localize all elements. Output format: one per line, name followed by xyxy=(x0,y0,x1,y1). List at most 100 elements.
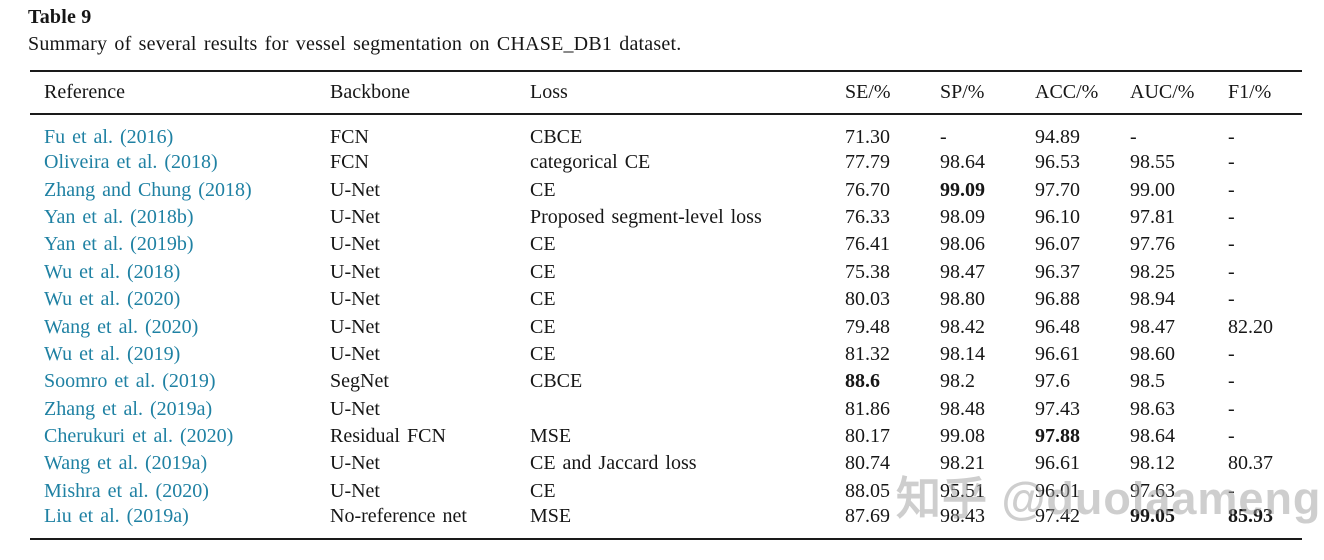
cell-loss: CE xyxy=(530,288,556,311)
cell-f1: - xyxy=(1228,479,1235,502)
reference-link[interactable]: Fu et al. (2016) xyxy=(44,126,174,148)
table-row: Wu et al. (2018) U-Net CE 75.38 98.47 96.37 98… xyxy=(30,259,1302,286)
cell-loss: MSE xyxy=(530,425,572,448)
cell-se: 80.17 xyxy=(845,425,890,448)
cell-auc: 98.55 xyxy=(1130,151,1175,174)
cell-se: 80.74 xyxy=(845,452,890,475)
cell-auc: 98.64 xyxy=(1130,425,1175,448)
reference-link[interactable]: Wang et al. (2019a) xyxy=(44,452,208,475)
cell-sp: 98.48 xyxy=(940,397,985,420)
cell-acc: 96.53 xyxy=(1035,151,1080,174)
cell-loss: CE and Jaccard loss xyxy=(530,452,697,475)
cell-f1: - xyxy=(1228,370,1235,393)
table-row: Fu et al. (2016) FCN CBCE 71.30 - 94.89 - - xyxy=(30,114,1302,149)
cell-loss: CE xyxy=(530,342,556,365)
cell-acc: 96.01 xyxy=(1035,479,1080,502)
cell-sp: 98.21 xyxy=(940,452,985,475)
table-row: Wang et al. (2020) U-Net CE 79.48 98.42 96.48… xyxy=(30,313,1302,340)
reference-link[interactable]: Liu et al. (2019a) xyxy=(44,505,189,528)
cell-acc: 96.48 xyxy=(1035,315,1080,338)
reference-link[interactable]: Yan et al. (2019b) xyxy=(44,233,194,256)
cell-auc: 97.81 xyxy=(1130,205,1175,228)
cell-acc: 96.61 xyxy=(1035,452,1080,475)
column-header-auc: AUC/% xyxy=(1130,71,1228,115)
cell-acc: 97.88 xyxy=(1035,425,1080,448)
cell-f1: - xyxy=(1228,126,1235,148)
cell-f1: - xyxy=(1228,342,1235,365)
column-header-acc: ACC/% xyxy=(1035,71,1130,115)
cell-f1: 80.37 xyxy=(1228,452,1273,475)
cell-auc: 98.25 xyxy=(1130,260,1175,283)
cell-auc: - xyxy=(1130,126,1137,148)
reference-link[interactable]: Wu et al. (2020) xyxy=(44,288,181,311)
cell-sp: - xyxy=(940,126,947,148)
cell-loss: CE xyxy=(530,479,556,502)
reference-link[interactable]: Zhang et al. (2019a) xyxy=(44,397,213,420)
cell-auc: 99.05 xyxy=(1130,505,1175,528)
cell-backbone: U-Net xyxy=(330,452,380,475)
cell-acc: 96.88 xyxy=(1035,288,1080,311)
cell-backbone: U-Net xyxy=(330,288,380,311)
table-row: Wang et al. (2019a) U-Net CE and Jaccard l… xyxy=(30,450,1302,477)
cell-f1: - xyxy=(1228,178,1235,201)
cell-auc: 98.60 xyxy=(1130,342,1175,365)
cell-se: 81.32 xyxy=(845,342,890,365)
cell-backbone: U-Net xyxy=(330,479,380,502)
cell-acc: 97.42 xyxy=(1035,505,1080,528)
table-row: Cherukuri et al. (2020) Residual FCN MSE 80… xyxy=(30,423,1302,450)
cell-f1: - xyxy=(1228,425,1235,448)
cell-backbone: U-Net xyxy=(330,233,380,256)
cell-auc: 98.47 xyxy=(1130,315,1175,338)
cell-f1: - xyxy=(1228,205,1235,228)
reference-link[interactable]: Wang et al. (2020) xyxy=(44,315,199,338)
cell-se: 81.86 xyxy=(845,397,890,420)
reference-link[interactable]: Yan et al. (2018b) xyxy=(44,205,194,228)
reference-link[interactable]: Wu et al. (2019) xyxy=(44,342,181,365)
header-row: Reference Backbone Loss SE/% SP/% ACC/% AUC/% F… xyxy=(30,71,1302,115)
cell-loss: CE xyxy=(530,178,556,201)
table-row: Yan et al. (2019b) U-Net CE 76.41 98.06 96.07… xyxy=(30,231,1302,258)
cell-loss: CBCE xyxy=(530,126,583,148)
table-row: Mishra et al. (2020) U-Net CE 88.05 95.51 96.… xyxy=(30,478,1302,505)
cell-auc: 98.63 xyxy=(1130,397,1175,420)
reference-link[interactable]: Cherukuri et al. (2020) xyxy=(44,425,234,448)
cell-f1: - xyxy=(1228,288,1235,311)
column-header-se: SE/% xyxy=(845,71,940,115)
reference-link[interactable]: Zhang and Chung (2018) xyxy=(44,178,252,201)
table-row: Wu et al. (2019) U-Net CE 81.32 98.14 96.61 98… xyxy=(30,341,1302,368)
reference-link[interactable]: Wu et al. (2018) xyxy=(44,260,181,283)
cell-backbone: U-Net xyxy=(330,315,380,338)
cell-f1: - xyxy=(1228,260,1235,283)
cell-f1: 85.93 xyxy=(1228,505,1273,528)
cell-se: 75.38 xyxy=(845,260,890,283)
cell-acc: 96.61 xyxy=(1035,342,1080,365)
cell-backbone: U-Net xyxy=(330,260,380,283)
cell-backbone: U-Net xyxy=(330,178,380,201)
cell-f1: 82.20 xyxy=(1228,315,1273,338)
cell-se: 88.6 xyxy=(845,370,880,393)
cell-se: 77.79 xyxy=(845,151,890,174)
table-row: Zhang et al. (2019a) U-Net 81.86 98.48 97.43… xyxy=(30,396,1302,423)
cell-se: 71.30 xyxy=(845,126,890,148)
cell-se: 76.70 xyxy=(845,178,890,201)
cell-sp: 98.09 xyxy=(940,205,985,228)
table-row: Yan et al. (2018b) U-Net Proposed segment-… xyxy=(30,204,1302,231)
cell-f1: - xyxy=(1228,233,1235,256)
table-caption: Summary of several results for vessel se… xyxy=(28,33,682,55)
cell-sp: 95.51 xyxy=(940,479,985,502)
reference-link[interactable]: Oliveira et al. (2018) xyxy=(44,151,218,174)
column-header-sp: SP/% xyxy=(940,71,1035,115)
cell-sp: 98.80 xyxy=(940,288,985,311)
cell-f1: - xyxy=(1228,397,1235,420)
cell-sp: 99.08 xyxy=(940,425,985,448)
table-header: Reference Backbone Loss SE/% SP/% ACC/% AUC/% F… xyxy=(30,71,1302,115)
table-row: Wu et al. (2020) U-Net CE 80.03 98.80 96.88 98… xyxy=(30,286,1302,313)
cell-loss: CE xyxy=(530,233,556,256)
cell-acc: 94.89 xyxy=(1035,126,1080,148)
cell-auc: 97.63 xyxy=(1130,479,1175,502)
cell-sp: 98.14 xyxy=(940,342,985,365)
reference-link[interactable]: Mishra et al. (2020) xyxy=(44,479,209,502)
cell-auc: 98.94 xyxy=(1130,288,1175,311)
cell-backbone: U-Net xyxy=(330,342,380,365)
reference-link[interactable]: Soomro et al. (2019) xyxy=(44,370,216,393)
